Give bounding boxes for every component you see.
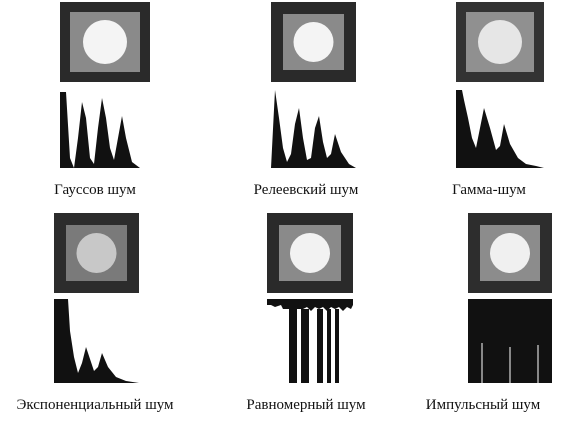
caption-rayleigh: Релеевский шум <box>253 182 359 198</box>
caption-gamma: Гамма-шум <box>452 182 526 198</box>
panel-exponential: Экспоненциальный шум <box>0 213 190 421</box>
panel-uniform: Равномерный шум <box>211 213 401 421</box>
panel-gamma: Гамма-шум <box>394 0 578 210</box>
panel-gaussian: Гауссов шум <box>0 0 190 210</box>
exponential-noise-image <box>54 213 139 293</box>
panel-rayleigh: Релеевский шум <box>211 0 401 210</box>
gamma-noise-image <box>456 2 544 82</box>
caption-impulse: Импульсный шум <box>425 397 541 413</box>
uniform-histogram <box>267 299 353 383</box>
gaussian-noise-image <box>60 2 150 82</box>
impulse-noise-image <box>468 213 552 293</box>
gamma-histogram <box>456 90 544 168</box>
center-disc <box>83 20 127 64</box>
caption-uniform: Равномерный шум <box>246 397 366 413</box>
rayleigh-histogram <box>271 90 356 168</box>
uniform-noise-image <box>267 213 353 293</box>
impulse-histogram <box>468 299 552 383</box>
panel-impulse: Импульсный шум <box>388 213 578 421</box>
gaussian-histogram <box>60 92 140 168</box>
caption-gaussian: Гауссов шум <box>54 182 136 198</box>
exponential-histogram <box>54 299 139 383</box>
caption-exponential: Экспоненциальный шум <box>16 397 174 413</box>
rayleigh-noise-image <box>271 2 356 82</box>
